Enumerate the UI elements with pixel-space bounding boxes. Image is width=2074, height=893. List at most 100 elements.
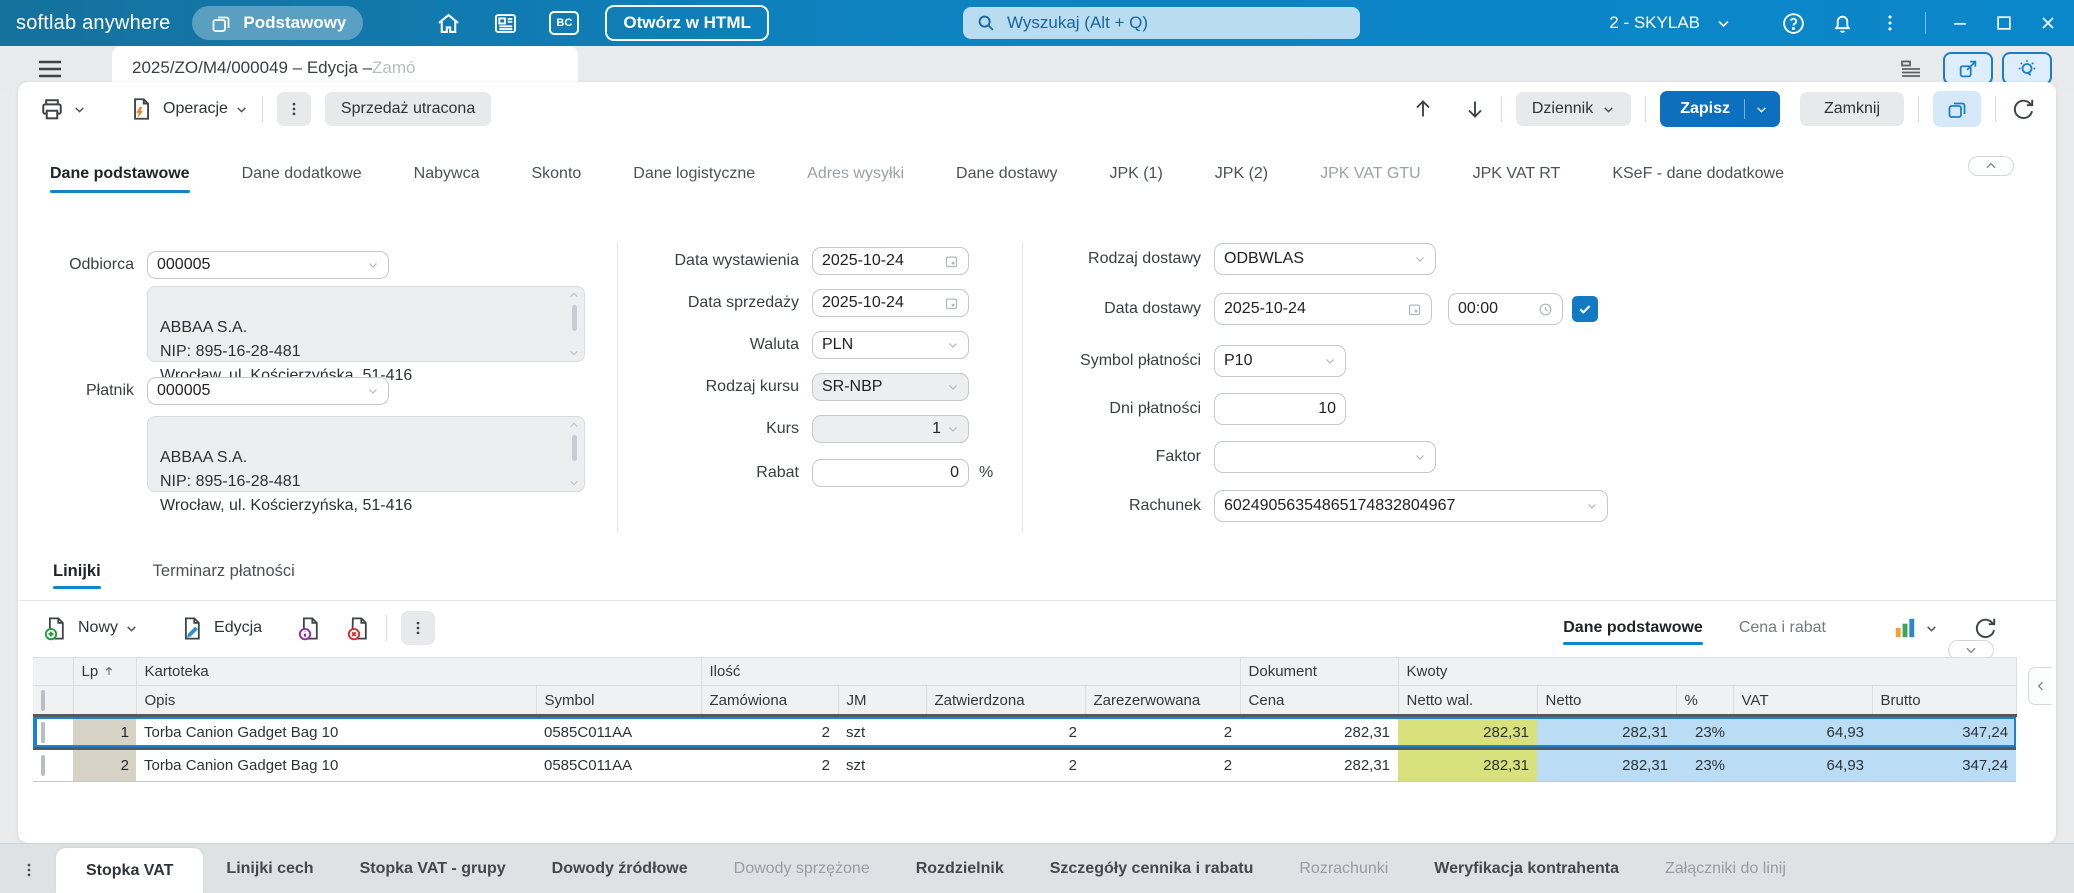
tab-linijki[interactable]: Linijki	[53, 554, 101, 595]
data-dostawy-checkbox[interactable]	[1572, 296, 1598, 322]
cell-brutto[interactable]: 347,24	[1872, 715, 2017, 749]
share-button[interactable]	[1943, 52, 1993, 85]
row-checkbox[interactable]	[41, 721, 45, 743]
cell-zamowiona[interactable]: 2	[701, 715, 838, 749]
column-header-zatwierdzona[interactable]: Zatwierdzona	[926, 685, 1086, 717]
more-actions-button[interactable]	[276, 92, 311, 126]
dni-platnosci-input[interactable]: 10	[1214, 393, 1346, 425]
column-header-zamowiona[interactable]: Zamówiona	[701, 685, 839, 717]
idea-button[interactable]	[2002, 52, 2052, 85]
refresh-icon[interactable]	[2010, 96, 2036, 122]
duplicate-view-button[interactable]	[1933, 91, 1981, 127]
form-tab-jpk-2[interactable]: JPK (2)	[1214, 165, 1269, 182]
faktor-combobox[interactable]	[1214, 441, 1436, 473]
user-menu[interactable]: 2 - SKYLAB	[1609, 13, 1731, 33]
data-dostawy-timepicker[interactable]: 00:00	[1448, 293, 1563, 325]
bottom-tab-dowody-zrodlowe[interactable]: Dowody źródłowe	[551, 860, 688, 877]
minimize-icon[interactable]	[1950, 13, 1970, 33]
bottom-tab-szczegoly-cennika[interactable]: Szczegóły cennika i rabatu	[1049, 860, 1254, 877]
cell-brutto[interactable]: 347,24	[1872, 747, 2017, 782]
column-header-cena[interactable]: Cena	[1240, 685, 1399, 717]
cell-jm[interactable]: szt	[838, 715, 926, 749]
column-header-vat[interactable]: VAT	[1733, 685, 1873, 717]
refresh-grid-icon[interactable]	[1972, 615, 1998, 641]
column-header-jm[interactable]: JM	[838, 685, 927, 717]
maximize-icon[interactable]	[1994, 13, 2014, 33]
form-tab-dane-logistyczne[interactable]: Dane logistyczne	[633, 165, 756, 182]
grid-side-panel-toggle[interactable]	[2028, 667, 2052, 705]
bottom-tabs-menu-icon[interactable]	[20, 861, 38, 879]
news-icon[interactable]	[492, 10, 519, 37]
column-header-zarezerwowana[interactable]: Zarezerwowana	[1085, 685, 1241, 717]
column-header-netto-wal[interactable]: Netto wal.	[1398, 685, 1538, 717]
bottom-tab-stopka-vat[interactable]: Stopka VAT	[56, 848, 204, 893]
cell-netto[interactable]: 282,31	[1537, 747, 1677, 782]
document-info-icon[interactable]	[296, 615, 323, 642]
select-all-checkbox[interactable]	[41, 689, 45, 711]
cell-netto[interactable]: 282,31	[1537, 715, 1677, 749]
view-tab-cena-i-rabat[interactable]: Cena i rabat	[1738, 619, 1826, 636]
group-header-lp[interactable]: Lp	[73, 657, 137, 686]
cell-netto-wal[interactable]: 282,31	[1398, 715, 1538, 749]
table-row[interactable]: 2 Torba Canion Gadget Bag 10 0585C011AA …	[33, 747, 2017, 782]
rodzaj-kursu-combobox[interactable]: SR-NBP	[812, 373, 969, 401]
cell-vat[interactable]: 64,93	[1733, 715, 1873, 749]
cell-procent[interactable]: 23%	[1676, 715, 1734, 749]
document-tab[interactable]: 2025/ZO/M4/000049 – Edycja – Zamó	[112, 46, 578, 90]
journal-dropdown[interactable]: Dziennik	[1515, 92, 1632, 126]
cell-vat[interactable]: 64,93	[1733, 747, 1873, 782]
cell-zamowiona[interactable]: 2	[701, 747, 838, 782]
column-header-opis[interactable]: Opis	[136, 685, 537, 717]
arrow-up-icon[interactable]	[1411, 97, 1435, 121]
table-row[interactable]: 1 Torba Canion Gadget Bag 10 0585C011AA …	[33, 715, 2017, 749]
cell-opis[interactable]: Torba Canion Gadget Bag 10	[136, 715, 536, 749]
tab-terminarz-platnosci[interactable]: Terminarz płatności	[152, 562, 295, 580]
lines-more-button[interactable]	[401, 611, 436, 645]
edit-line-button[interactable]: Edycja	[178, 615, 262, 642]
kurs-spinner[interactable]: 1	[812, 415, 969, 443]
form-tab-jpk-vat-gtu[interactable]: JPK VAT GTU	[1320, 165, 1421, 182]
bottom-tab-linijki-cech[interactable]: Linijki cech	[226, 860, 314, 877]
print-button[interactable]	[38, 95, 86, 123]
form-tab-skonto[interactable]: Skonto	[531, 165, 582, 182]
cell-symbol[interactable]: 0585C011AA	[536, 747, 701, 782]
cell-cena[interactable]: 282,31	[1240, 747, 1399, 782]
bell-icon[interactable]	[1830, 11, 1855, 36]
cell-netto-wal[interactable]: 282,31	[1398, 747, 1538, 782]
workspace-button[interactable]: Podstawowy	[192, 6, 364, 40]
scrollbar-thumb[interactable]	[572, 305, 577, 331]
cell-zatwierdzona[interactable]: 2	[926, 715, 1085, 749]
bottom-tab-weryfikacja-kontrahenta[interactable]: Weryfikacja kontrahenta	[1434, 860, 1619, 877]
symbol-platnosci-combobox[interactable]: P10	[1214, 345, 1346, 377]
new-line-button[interactable]: Nowy	[42, 615, 138, 642]
bottom-tab-dowody-sprzezone[interactable]: Dowody sprzężone	[733, 860, 870, 877]
hamburger-menu-icon[interactable]	[38, 59, 62, 79]
document-delete-icon[interactable]	[345, 615, 372, 642]
row-checkbox[interactable]	[41, 755, 45, 776]
help-icon[interactable]	[1781, 11, 1806, 36]
odbiorca-combobox[interactable]: 000005	[147, 251, 389, 279]
data-dostawy-datepicker[interactable]: 2025-10-24	[1214, 293, 1432, 325]
cell-zatwierdzona[interactable]: 2	[926, 747, 1085, 782]
close-icon[interactable]	[2038, 13, 2058, 33]
cell-procent[interactable]: 23%	[1676, 747, 1734, 782]
group-header-ilosc[interactable]: Ilość	[701, 657, 1241, 686]
form-tab-dane-dostawy[interactable]: Dane dostawy	[956, 165, 1058, 182]
group-header-kartoteka[interactable]: Kartoteka	[136, 657, 702, 686]
bottom-tab-zalaczniki[interactable]: Załączniki do linij	[1664, 860, 1786, 877]
form-tab-ksef[interactable]: KSeF - dane dodatkowe	[1612, 165, 1784, 182]
form-tab-dane-podstawowe[interactable]: Dane podstawowe	[50, 153, 190, 195]
form-tab-dane-dodatkowe[interactable]: Dane dodatkowe	[241, 165, 362, 182]
bottom-tab-stopka-vat-grupy[interactable]: Stopka VAT - grupy	[359, 860, 506, 877]
column-header-procent[interactable]: %	[1676, 685, 1734, 717]
scrollbar[interactable]	[569, 291, 579, 357]
column-header-brutto[interactable]: Brutto	[1872, 685, 2017, 717]
bc-icon[interactable]: BC	[549, 11, 580, 35]
rodzaj-dostawy-combobox[interactable]: ODBWLAS	[1214, 243, 1436, 275]
cell-jm[interactable]: szt	[838, 747, 926, 782]
form-tab-jpk-1[interactable]: JPK (1)	[1109, 165, 1163, 182]
waluta-combobox[interactable]: PLN	[812, 331, 969, 359]
bottom-tab-rozrachunki[interactable]: Rozrachunki	[1299, 860, 1389, 877]
cell-zarezerwowana[interactable]: 2	[1085, 715, 1241, 749]
platnik-combobox[interactable]: 000005	[147, 377, 389, 405]
